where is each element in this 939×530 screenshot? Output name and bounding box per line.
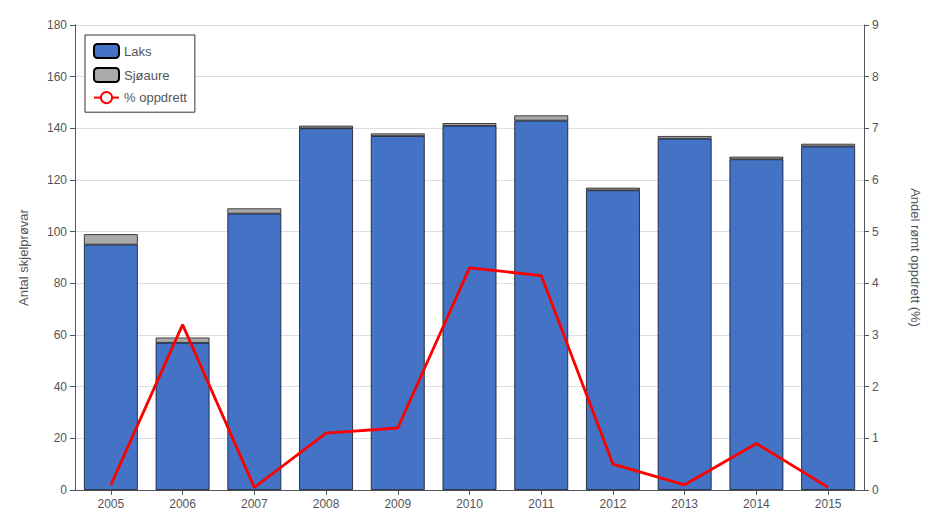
svg-text:5: 5 bbox=[872, 225, 879, 239]
svg-text:2008: 2008 bbox=[313, 497, 340, 511]
svg-text:4: 4 bbox=[872, 276, 879, 290]
svg-text:Laks: Laks bbox=[124, 44, 152, 59]
svg-text:20: 20 bbox=[54, 431, 68, 445]
svg-text:7: 7 bbox=[872, 121, 879, 135]
svg-text:8: 8 bbox=[872, 70, 879, 84]
svg-text:9: 9 bbox=[872, 18, 879, 32]
svg-text:Andel rømt oppdrett (%): Andel rømt oppdrett (%) bbox=[908, 188, 923, 327]
svg-text:2006: 2006 bbox=[169, 497, 196, 511]
svg-text:Sjøaure: Sjøaure bbox=[124, 68, 170, 83]
svg-text:2014: 2014 bbox=[743, 497, 770, 511]
svg-text:6: 6 bbox=[872, 173, 879, 187]
svg-text:3: 3 bbox=[872, 328, 879, 342]
svg-text:1: 1 bbox=[872, 431, 879, 445]
svg-text:120: 120 bbox=[47, 173, 67, 187]
svg-text:60: 60 bbox=[54, 328, 68, 342]
svg-text:2015: 2015 bbox=[815, 497, 842, 511]
svg-text:% oppdrett: % oppdrett bbox=[124, 90, 187, 105]
svg-text:0: 0 bbox=[60, 483, 67, 497]
svg-text:2005: 2005 bbox=[98, 497, 125, 511]
svg-text:2013: 2013 bbox=[671, 497, 698, 511]
svg-text:100: 100 bbox=[47, 225, 67, 239]
svg-text:180: 180 bbox=[47, 18, 67, 32]
svg-text:80: 80 bbox=[54, 276, 68, 290]
svg-text:2: 2 bbox=[872, 380, 879, 394]
svg-text:160: 160 bbox=[47, 70, 67, 84]
svg-text:0: 0 bbox=[872, 483, 879, 497]
svg-text:2012: 2012 bbox=[600, 497, 627, 511]
svg-text:Antal skjelprøvar: Antal skjelprøvar bbox=[16, 208, 31, 305]
svg-text:2011: 2011 bbox=[528, 497, 554, 511]
svg-text:2010: 2010 bbox=[456, 497, 483, 511]
svg-text:40: 40 bbox=[54, 380, 68, 394]
svg-text:140: 140 bbox=[47, 121, 67, 135]
svg-text:2009: 2009 bbox=[384, 497, 411, 511]
svg-text:2007: 2007 bbox=[241, 497, 268, 511]
